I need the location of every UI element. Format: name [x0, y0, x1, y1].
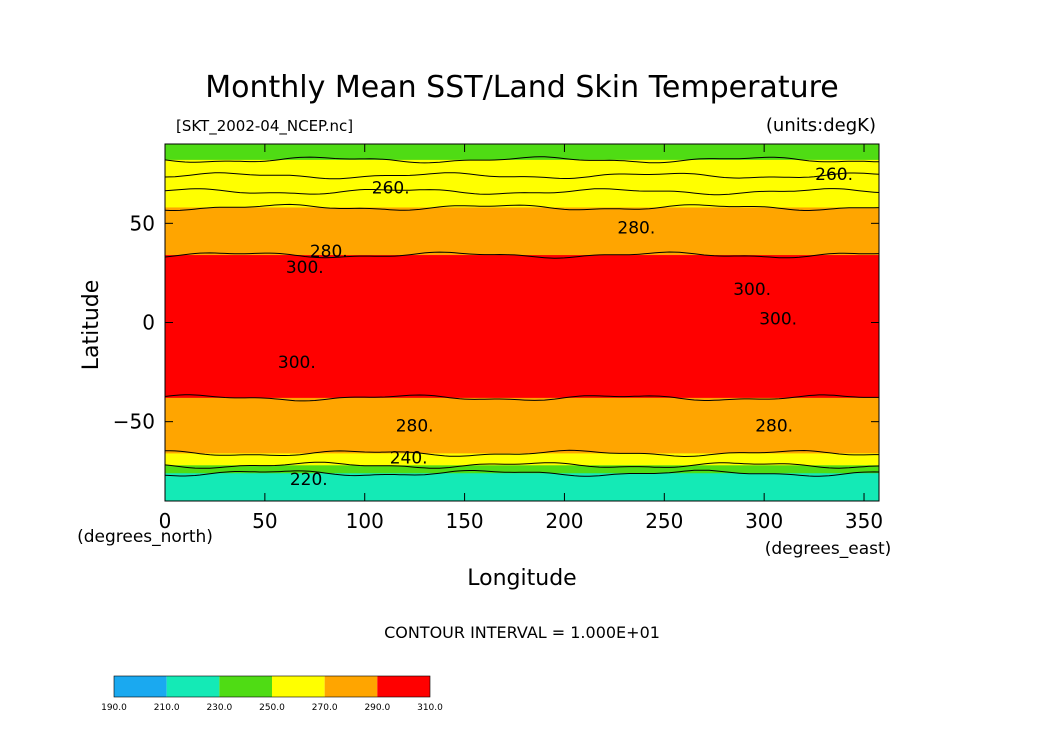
- x-tick-label-6: 300: [745, 509, 783, 533]
- colorbar-swatch-0: [114, 676, 167, 697]
- chart-title: Monthly Mean SST/Land Skin Temperature: [205, 70, 838, 105]
- units-label: (units:degK): [766, 115, 876, 136]
- colorbar-tick-label-0: 190.0: [101, 703, 127, 713]
- contour-line-6: [165, 469, 879, 477]
- contour-label-4: 300.: [286, 258, 324, 278]
- contour-label-2: 280.: [617, 218, 655, 238]
- contour-line-7: [165, 172, 879, 180]
- contour-label-1: 260.: [815, 165, 853, 185]
- temperature-field: [165, 144, 879, 501]
- x-tick-label-3: 150: [445, 509, 483, 533]
- colorbar-swatch-4: [324, 676, 378, 697]
- temperature-band-1: [165, 159, 879, 177]
- contour-lines: [165, 156, 879, 477]
- x-tick-label-0: 0: [159, 509, 172, 533]
- contour-label-9: 280.: [755, 417, 793, 437]
- contour-line-5: [165, 461, 879, 469]
- x-axis-ticks: 0 50 100 150 200 250 300 350: [159, 144, 883, 533]
- colorbar-tick-label-6: 310.0: [417, 703, 443, 713]
- contour-line-4: [165, 449, 879, 458]
- contour-label-7: 300.: [278, 353, 316, 373]
- x-tick-label-1: 50: [252, 509, 277, 533]
- temperature-band-5: [165, 255, 879, 399]
- colorbar-tick-label-4: 270.0: [312, 703, 338, 713]
- y-tick-label-2: −50: [113, 410, 155, 434]
- contour-line-0: [165, 156, 879, 164]
- x-units-label: (degrees_east): [765, 539, 892, 559]
- colorbar-swatch-2: [219, 676, 272, 697]
- colorbar-tick-label-2: 230.0: [206, 703, 232, 713]
- temperature-band-9: [165, 473, 879, 501]
- temperature-band-2: [165, 175, 879, 193]
- contour-label-8: 280.: [396, 417, 434, 437]
- colorbar-swatch-5: [377, 676, 430, 697]
- temperature-band-8: [165, 465, 879, 474]
- contour-label-11: 220.: [290, 470, 328, 490]
- contour-labels: 260.260.280.280.300.300.300.300.280. 280.…: [278, 165, 853, 490]
- x-tick-label-5: 250: [645, 509, 683, 533]
- y-axis-label: Latitude: [79, 280, 104, 371]
- x-tick-label-4: 200: [545, 509, 583, 533]
- colorbar-tick-label-1: 210.0: [154, 703, 180, 713]
- contour-line-8: [165, 188, 879, 196]
- temperature-band-7: [165, 453, 879, 466]
- contour-line-3: [165, 394, 879, 402]
- contour-interval-label: CONTOUR INTERVAL = 1.000E+01: [384, 623, 660, 642]
- contour-label-10: 240.: [390, 448, 428, 468]
- contour-label-0: 260.: [372, 179, 410, 199]
- contour-label-6: 300.: [759, 310, 797, 330]
- colorbar-tick-label-5: 290.0: [364, 703, 390, 713]
- y-units-label: (degrees_north): [77, 527, 213, 547]
- x-axis-label: Longitude: [467, 566, 576, 591]
- contour-label-3: 280.: [310, 242, 348, 262]
- x-tick-label-2: 100: [346, 509, 384, 533]
- temperature-band-4: [165, 207, 879, 256]
- y-axis-ticks: 50 0 −50: [113, 211, 879, 434]
- y-tick-label-1: 0: [142, 311, 155, 335]
- file-label: [SKT_2002-04_NCEP.nc]: [176, 117, 353, 136]
- contour-line-2: [165, 251, 879, 259]
- y-tick-label-0: 50: [130, 211, 155, 235]
- temperature-band-6: [165, 397, 879, 454]
- colorbar-swatch-3: [272, 676, 325, 697]
- contour-label-5: 300.: [733, 280, 771, 300]
- contour-line-1: [165, 203, 879, 211]
- colorbar: 190.0 210.0 230.0 250.0 270.0 290.0 310.0: [101, 675, 443, 713]
- colorbar-frame: [113, 675, 431, 698]
- temperature-band-3: [165, 191, 879, 208]
- colorbar-tick-label-3: 250.0: [259, 703, 285, 713]
- temperature-band-0: [165, 144, 879, 161]
- x-tick-label-7: 350: [845, 509, 883, 533]
- colorbar-swatch-1: [166, 676, 220, 697]
